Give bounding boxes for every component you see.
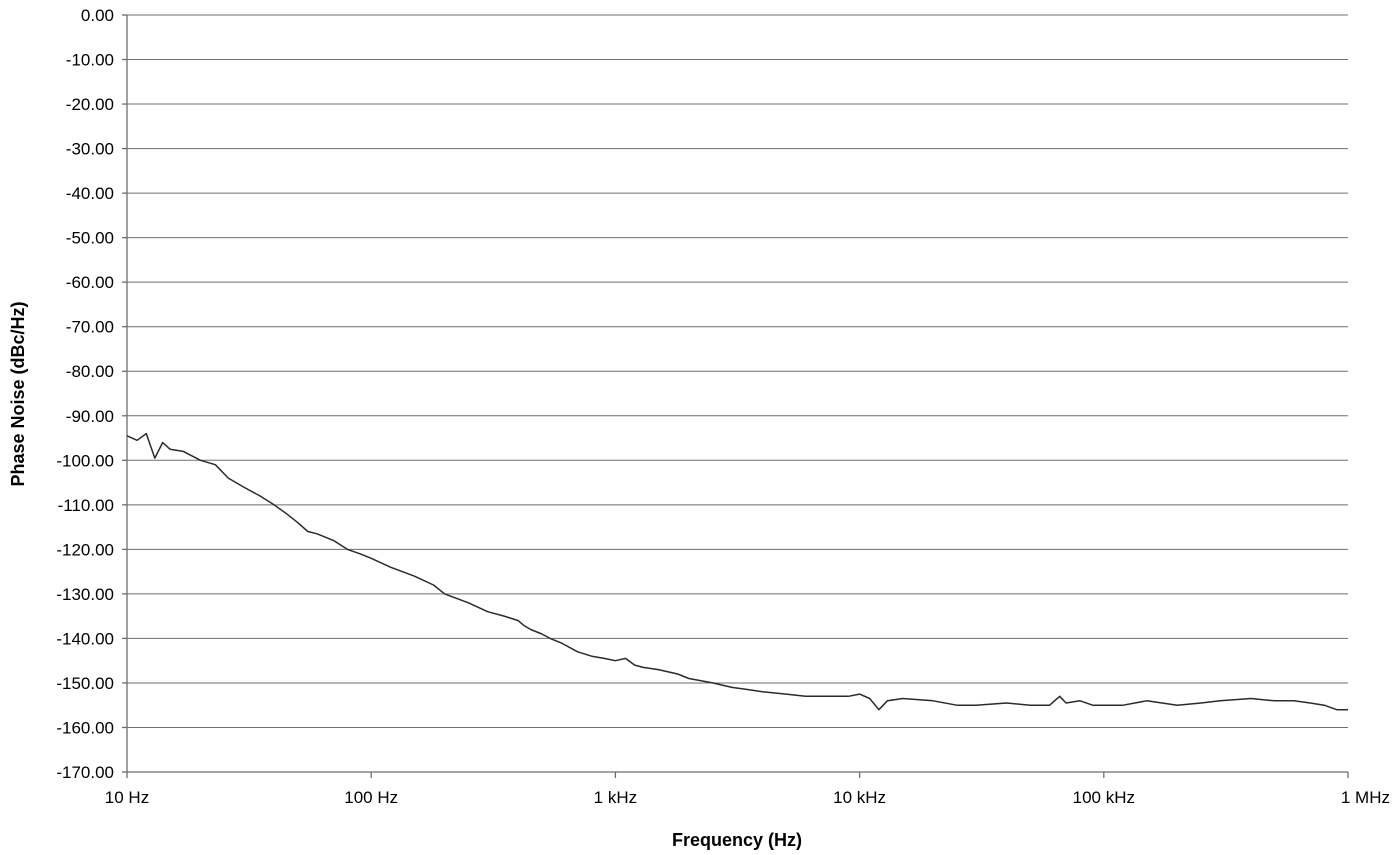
y-tick-label: -10.00: [66, 51, 114, 70]
x-tick-label: 10 Hz: [105, 788, 149, 807]
y-tick-label: -170.00: [56, 763, 114, 782]
y-tick-label: -80.00: [66, 362, 114, 381]
y-tick-label: 0.00: [81, 6, 114, 25]
x-tick-label: 100 kHz: [1073, 788, 1135, 807]
x-axis-title: Frequency (Hz): [672, 830, 802, 850]
y-tick-label: -30.00: [66, 140, 114, 159]
y-tick-label: -70.00: [66, 318, 114, 337]
x-tick-label: 100 Hz: [344, 788, 398, 807]
y-tick-label: -140.00: [56, 629, 114, 648]
y-tick-label: -110.00: [58, 496, 114, 515]
x-tick-label: 1 kHz: [594, 788, 637, 807]
horizontal-gridlines: [127, 14, 1348, 728]
y-tick-label: -120.00: [56, 540, 114, 559]
y-tick-label: -50.00: [66, 229, 114, 248]
y-tick-label: -160.00: [56, 718, 114, 737]
x-tick-labels: 10 Hz 100 Hz 1 kHz 10 kHz 100 kHz 1 MHz: [105, 772, 1390, 807]
y-tick-label: -150.00: [56, 674, 114, 693]
y-tick-label: -40.00: [66, 184, 114, 203]
x-tick-label: 10 kHz: [833, 788, 886, 807]
y-axis-title: Phase Noise (dBc/Hz): [8, 301, 28, 486]
y-tick-labels: 0.00 -10.00 -20.00 -30.00 -40.00 -50.00 -60.00…: [56, 6, 127, 782]
y-tick-label: -100.00: [56, 451, 114, 470]
y-tick-label: -130.00: [56, 585, 114, 604]
series-line: [126, 432, 1348, 711]
x-tick-label: 1 MHz: [1341, 788, 1390, 807]
series-group: [126, 432, 1348, 711]
y-tick-label: -20.00: [66, 95, 114, 114]
y-tick-label: -90.00: [66, 407, 114, 426]
y-tick-label: -60.00: [66, 273, 114, 292]
